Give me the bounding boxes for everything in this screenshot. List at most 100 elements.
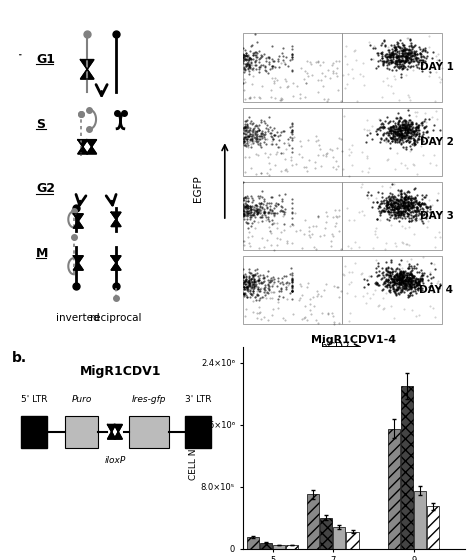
Point	[401, 206, 409, 215]
Point	[392, 60, 400, 69]
Point	[420, 122, 428, 131]
Point	[280, 139, 287, 148]
Point	[239, 123, 247, 132]
Point	[271, 63, 278, 72]
Point	[400, 267, 407, 276]
Point	[400, 59, 408, 68]
Point	[403, 286, 411, 295]
Point	[401, 277, 409, 286]
Point	[405, 51, 412, 60]
Point	[401, 125, 409, 134]
Point	[418, 274, 426, 283]
Point	[377, 49, 385, 58]
Point	[240, 138, 248, 147]
Point	[314, 319, 322, 328]
Point	[403, 277, 411, 286]
Point	[395, 211, 403, 220]
Bar	[260, 543, 272, 549]
Point	[396, 276, 403, 284]
Point	[407, 115, 414, 124]
Point	[247, 58, 255, 67]
Point	[410, 136, 418, 144]
Point	[289, 283, 296, 292]
Point	[289, 274, 296, 283]
Point	[408, 119, 416, 128]
Point	[417, 60, 424, 69]
Point	[393, 269, 401, 278]
Point	[255, 309, 263, 318]
Point	[409, 278, 416, 287]
Point	[268, 139, 276, 148]
Point	[239, 207, 247, 216]
Point	[358, 166, 366, 175]
Point	[400, 194, 408, 203]
Point	[412, 111, 420, 120]
Point	[240, 283, 248, 292]
Point	[394, 41, 402, 50]
Point	[394, 273, 401, 282]
Point	[252, 128, 260, 137]
Point	[396, 279, 404, 288]
Point	[241, 122, 248, 131]
Point	[244, 201, 251, 210]
Point	[397, 128, 405, 137]
Point	[398, 129, 406, 138]
Point	[397, 113, 404, 122]
Point	[401, 305, 408, 314]
Point	[388, 282, 396, 291]
Point	[393, 270, 401, 279]
Point	[398, 56, 405, 65]
Point	[255, 134, 263, 143]
Point	[391, 127, 398, 136]
Point	[402, 130, 410, 139]
Point	[289, 275, 296, 284]
Point	[413, 267, 421, 276]
Point	[392, 128, 400, 137]
Point	[390, 49, 398, 58]
Point	[408, 277, 415, 286]
Point	[366, 40, 374, 49]
Point	[385, 64, 392, 73]
Point	[252, 292, 259, 301]
Point	[436, 62, 443, 71]
Point	[425, 203, 432, 212]
Point	[271, 200, 279, 209]
Point	[396, 288, 404, 297]
Point	[391, 289, 398, 298]
Point	[395, 278, 402, 287]
Point	[329, 152, 337, 161]
Point	[253, 207, 260, 216]
Point	[420, 53, 428, 62]
Point	[414, 121, 422, 130]
Point	[395, 204, 402, 213]
Point	[348, 141, 356, 150]
Point	[390, 72, 398, 81]
Point	[407, 262, 415, 270]
Point	[398, 55, 406, 64]
Point	[387, 124, 395, 133]
Point	[243, 122, 250, 131]
Point	[241, 269, 249, 278]
Point	[241, 54, 249, 63]
Point	[405, 209, 413, 218]
Point	[386, 202, 393, 211]
Point	[264, 204, 271, 213]
Point	[370, 41, 378, 50]
Point	[405, 45, 413, 54]
Point	[252, 200, 259, 209]
Point	[398, 204, 405, 213]
Point	[258, 127, 266, 136]
Point	[337, 244, 345, 253]
Point	[282, 207, 289, 216]
Point	[378, 134, 385, 143]
Point	[301, 67, 309, 76]
Point	[402, 48, 410, 57]
Point	[385, 281, 393, 290]
Point	[408, 133, 415, 142]
Point	[398, 62, 405, 71]
Point	[397, 126, 404, 135]
Point	[246, 55, 253, 64]
Point	[404, 202, 411, 211]
Point	[394, 195, 402, 204]
Point	[340, 111, 347, 120]
